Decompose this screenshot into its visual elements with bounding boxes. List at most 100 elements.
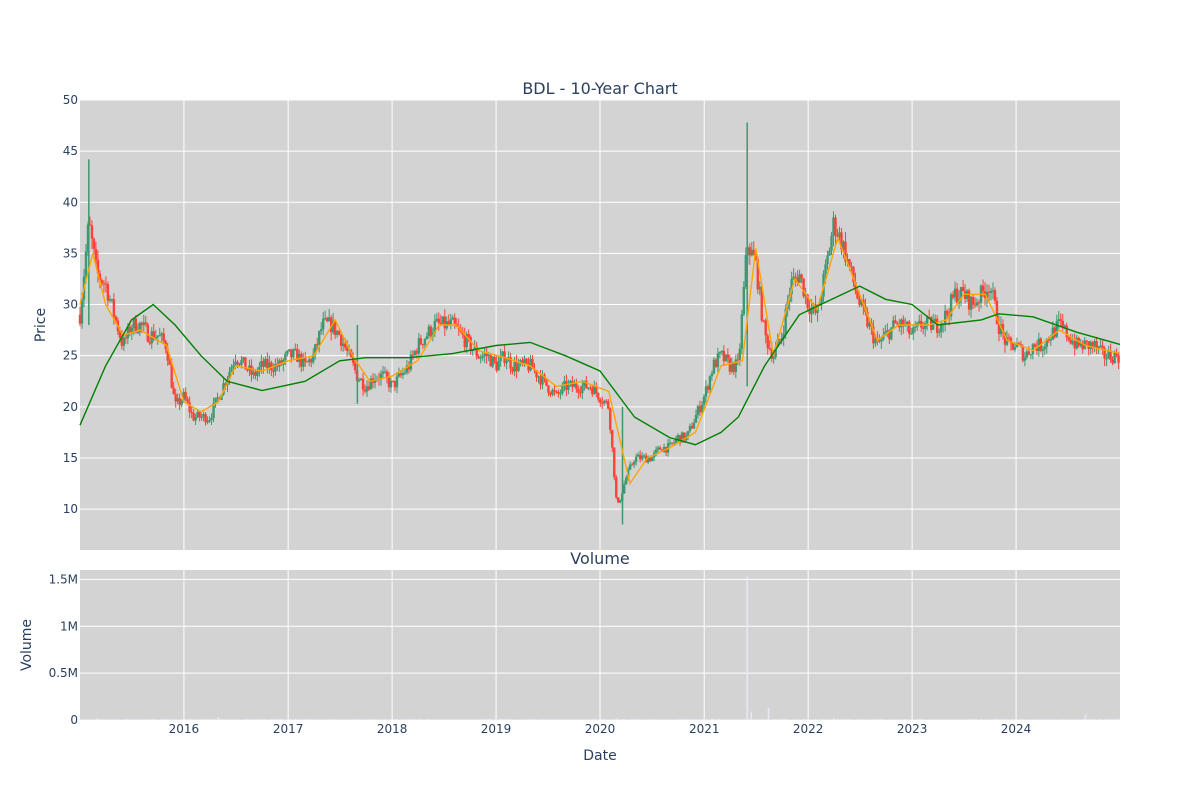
candle-body — [198, 411, 201, 418]
candle-body — [850, 266, 853, 268]
candle-body — [906, 321, 909, 325]
candle-body — [1089, 342, 1092, 349]
volume-bar — [1107, 719, 1110, 720]
candle-body — [929, 317, 933, 330]
candle-body — [892, 320, 895, 328]
candle-body — [329, 317, 333, 333]
volume-bar — [733, 719, 735, 720]
volume-bar — [306, 719, 309, 720]
candle-body — [722, 350, 726, 362]
x-tick-label: 2020 — [585, 722, 616, 736]
candle-body — [967, 290, 971, 310]
candle-body — [1101, 345, 1104, 349]
volume-bar — [780, 718, 783, 720]
volume-bar — [774, 718, 777, 720]
volume-bar — [796, 719, 799, 720]
volume-bar — [402, 718, 404, 720]
candle-body — [971, 296, 975, 305]
candle-body — [997, 323, 1001, 335]
volume-bar — [834, 719, 837, 720]
candle-body — [517, 364, 520, 371]
candle-body — [628, 464, 632, 470]
candle-body — [78, 314, 82, 324]
candle-body — [963, 291, 967, 299]
candle-body — [1033, 344, 1037, 347]
volume-bar — [224, 719, 227, 720]
volume-bar — [776, 719, 779, 720]
candle-body — [1093, 341, 1096, 347]
candle-body — [1043, 346, 1047, 350]
volume-bar — [180, 719, 183, 720]
candle-body — [555, 391, 558, 393]
candle-body — [581, 385, 584, 393]
candle-body — [973, 304, 977, 306]
candle-body — [204, 414, 207, 423]
candle-body — [617, 497, 620, 503]
volume-bar — [729, 719, 731, 720]
candle-body — [481, 355, 484, 358]
candle-body — [453, 317, 456, 324]
volume-bar — [994, 718, 996, 720]
volume-bar — [693, 719, 695, 720]
volume-bar — [418, 718, 420, 720]
volume-bar — [236, 719, 239, 720]
volume-bar — [296, 719, 299, 720]
candle-body — [914, 326, 917, 328]
candle-body — [750, 249, 753, 256]
volume-bar — [364, 719, 366, 720]
volume-bar — [485, 719, 488, 720]
candle-body — [1051, 327, 1054, 340]
candle-body — [894, 320, 897, 324]
candle-body — [188, 402, 191, 413]
volume-bar — [784, 719, 787, 720]
volume-bar — [944, 719, 946, 720]
candle-body — [975, 302, 979, 306]
candle-body — [1001, 324, 1005, 333]
candle-body — [782, 333, 785, 339]
x-tick-label: 2024 — [1001, 722, 1032, 736]
candle-body — [609, 408, 612, 430]
candle-body — [194, 417, 197, 421]
candle-body — [1075, 337, 1078, 349]
candle-body — [206, 420, 209, 423]
volume-bar — [200, 719, 203, 720]
candle-body — [1071, 341, 1074, 344]
volume-bar — [992, 719, 994, 720]
candle-body — [216, 397, 219, 399]
candle-body — [702, 397, 706, 405]
candle-body — [1017, 343, 1021, 345]
candle-body — [399, 373, 403, 376]
candle-body — [180, 400, 183, 405]
volume-bar — [627, 719, 629, 720]
candle-body — [126, 326, 130, 339]
volume-bar — [545, 719, 548, 720]
volume-bar — [631, 719, 633, 720]
x-tick-label: 2017 — [273, 722, 304, 736]
volume-bar — [689, 719, 691, 720]
volume-bar — [830, 719, 833, 720]
candle-body — [798, 274, 801, 283]
candle-body — [880, 339, 883, 342]
candle-body — [780, 338, 783, 341]
volume-bar — [778, 719, 781, 720]
volume-bar — [334, 718, 336, 720]
volume-bar — [103, 719, 105, 720]
candle-body — [830, 236, 833, 251]
volume-bar — [230, 719, 233, 720]
volume-bar — [960, 719, 962, 720]
volume-bar — [99, 719, 101, 720]
volume-bar — [394, 718, 396, 720]
volume-bar — [529, 719, 532, 720]
candle-body — [513, 361, 516, 372]
volume-bar — [838, 719, 841, 720]
volume-bar — [617, 719, 620, 720]
candle-body — [483, 353, 486, 356]
volume-bar — [876, 719, 879, 720]
candle-body — [1027, 351, 1031, 355]
volume-bar — [449, 718, 452, 720]
volume-bar — [910, 719, 913, 720]
candle-body — [796, 277, 799, 283]
volume-bar — [156, 719, 159, 720]
volume-bar — [575, 719, 578, 720]
volume-bar — [862, 719, 865, 720]
